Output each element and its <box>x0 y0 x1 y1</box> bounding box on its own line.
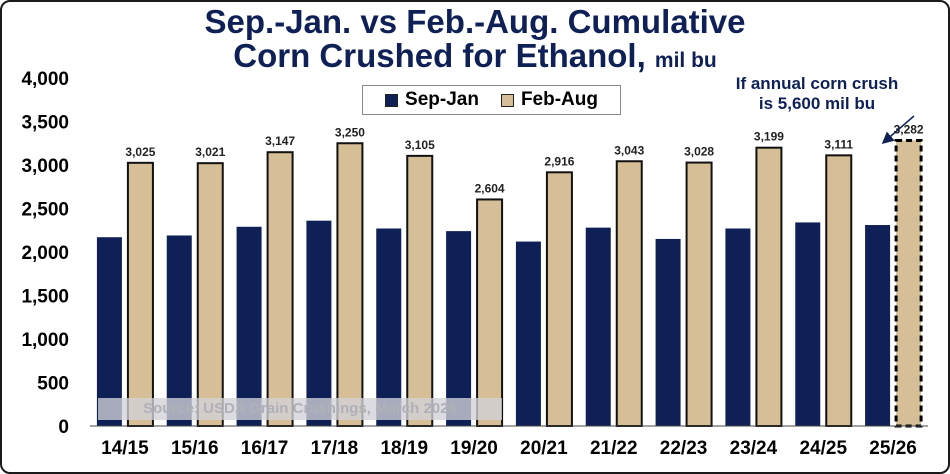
bar-sep-jan <box>236 226 262 426</box>
bar-feb-aug <box>825 154 853 428</box>
data-label: 3,199 <box>754 130 784 144</box>
data-label: 3,021 <box>195 145 225 159</box>
x-tick-label: 25/26 <box>869 438 917 459</box>
bar-feb-aug <box>615 160 643 427</box>
y-tick-label: 4,000 <box>21 69 69 90</box>
data-label: 2,916 <box>544 154 574 168</box>
bar-feb-aug <box>196 162 224 427</box>
data-label: 3,147 <box>265 134 295 148</box>
x-tick-label: 18/19 <box>380 438 428 459</box>
data-label: 3,028 <box>684 145 714 159</box>
y-tick-label: 1,500 <box>21 287 69 308</box>
legend-item-sep-jan: Sep-Jan <box>385 89 479 111</box>
bar-feb-aug <box>476 198 504 427</box>
y-tick-label: 1,000 <box>21 330 69 351</box>
bar-sep-jan <box>865 225 891 426</box>
data-label: 3,025 <box>125 145 155 159</box>
legend-label-sep-jan: Sep-Jan <box>405 89 479 110</box>
bar-sep-jan <box>96 237 122 426</box>
data-label: 3,043 <box>614 143 644 157</box>
x-tick-label: 22/23 <box>660 438 708 459</box>
bar-feb-aug <box>545 171 573 427</box>
y-tick-label: 500 <box>37 374 69 395</box>
bar-sep-jan <box>655 238 681 426</box>
legend-swatch-sep-jan <box>385 93 399 107</box>
bar-sep-jan <box>306 220 332 426</box>
bar-sep-jan <box>725 228 751 426</box>
bar-sep-jan <box>446 231 472 426</box>
data-label: 3,111 <box>824 137 853 151</box>
bar-sep-jan <box>515 241 541 426</box>
data-label: 3,105 <box>405 138 435 152</box>
bar-sep-jan <box>166 235 192 426</box>
x-tick-label: 23/24 <box>730 438 778 459</box>
projection-note: If annual corn crush is 5,600 mil bu <box>702 74 932 114</box>
y-tick-label: 0 <box>58 417 69 438</box>
bar-feb-aug <box>266 151 294 427</box>
bar-feb-aug <box>755 146 783 427</box>
data-label: 3,250 <box>335 125 365 139</box>
legend: Sep-Jan Feb-Aug <box>362 85 621 115</box>
bar-feb-aug <box>336 142 364 427</box>
legend-swatch-feb-aug <box>500 93 514 107</box>
x-tick-label: 15/16 <box>171 438 219 459</box>
projection-note-line2: is 5,600 mil bu <box>758 94 876 113</box>
legend-label-feb-aug: Feb-Aug <box>520 89 598 110</box>
source-note: Source: USDA Grain Crushings, March 2026 <box>98 398 502 420</box>
x-tick-label: 24/25 <box>799 438 847 459</box>
bar-feb-aug <box>126 161 154 427</box>
chart-title-main: Corn Crushed for Ethanol, <box>233 37 646 74</box>
x-tick-label: 20/21 <box>520 438 568 459</box>
chart-title-line1: Sep.-Jan. vs Feb.-Aug. Cumulative <box>204 3 746 40</box>
y-tick-label: 2,000 <box>21 243 69 264</box>
x-tick-label: 21/22 <box>590 438 638 459</box>
y-tick-label: 2,500 <box>21 200 69 221</box>
annotation-arrow <box>881 115 915 144</box>
chart-title-unit: mil bu <box>654 49 717 72</box>
x-tick-label: 17/18 <box>311 438 359 459</box>
bar-sep-jan <box>795 222 821 426</box>
chart-title-line2: Corn Crushed for Ethanol, mil bu <box>2 38 948 79</box>
legend-item-feb-aug: Feb-Aug <box>500 89 598 111</box>
x-tick-label: 16/17 <box>241 438 289 459</box>
bar-feb-aug <box>406 154 434 428</box>
bar-sep-jan <box>376 228 402 426</box>
x-tick-label: 14/15 <box>101 438 149 459</box>
data-label: 2,604 <box>475 181 505 195</box>
projection-note-line1: If annual corn crush <box>735 74 899 93</box>
bar-feb-aug-projected <box>894 138 923 428</box>
data-label: 3,282 <box>894 122 924 136</box>
y-tick-label: 3,000 <box>21 156 69 177</box>
bar-sep-jan <box>585 227 611 426</box>
bar-feb-aug <box>685 161 713 427</box>
x-tick-label: 19/20 <box>450 438 498 459</box>
y-tick-label: 3,500 <box>21 113 69 134</box>
